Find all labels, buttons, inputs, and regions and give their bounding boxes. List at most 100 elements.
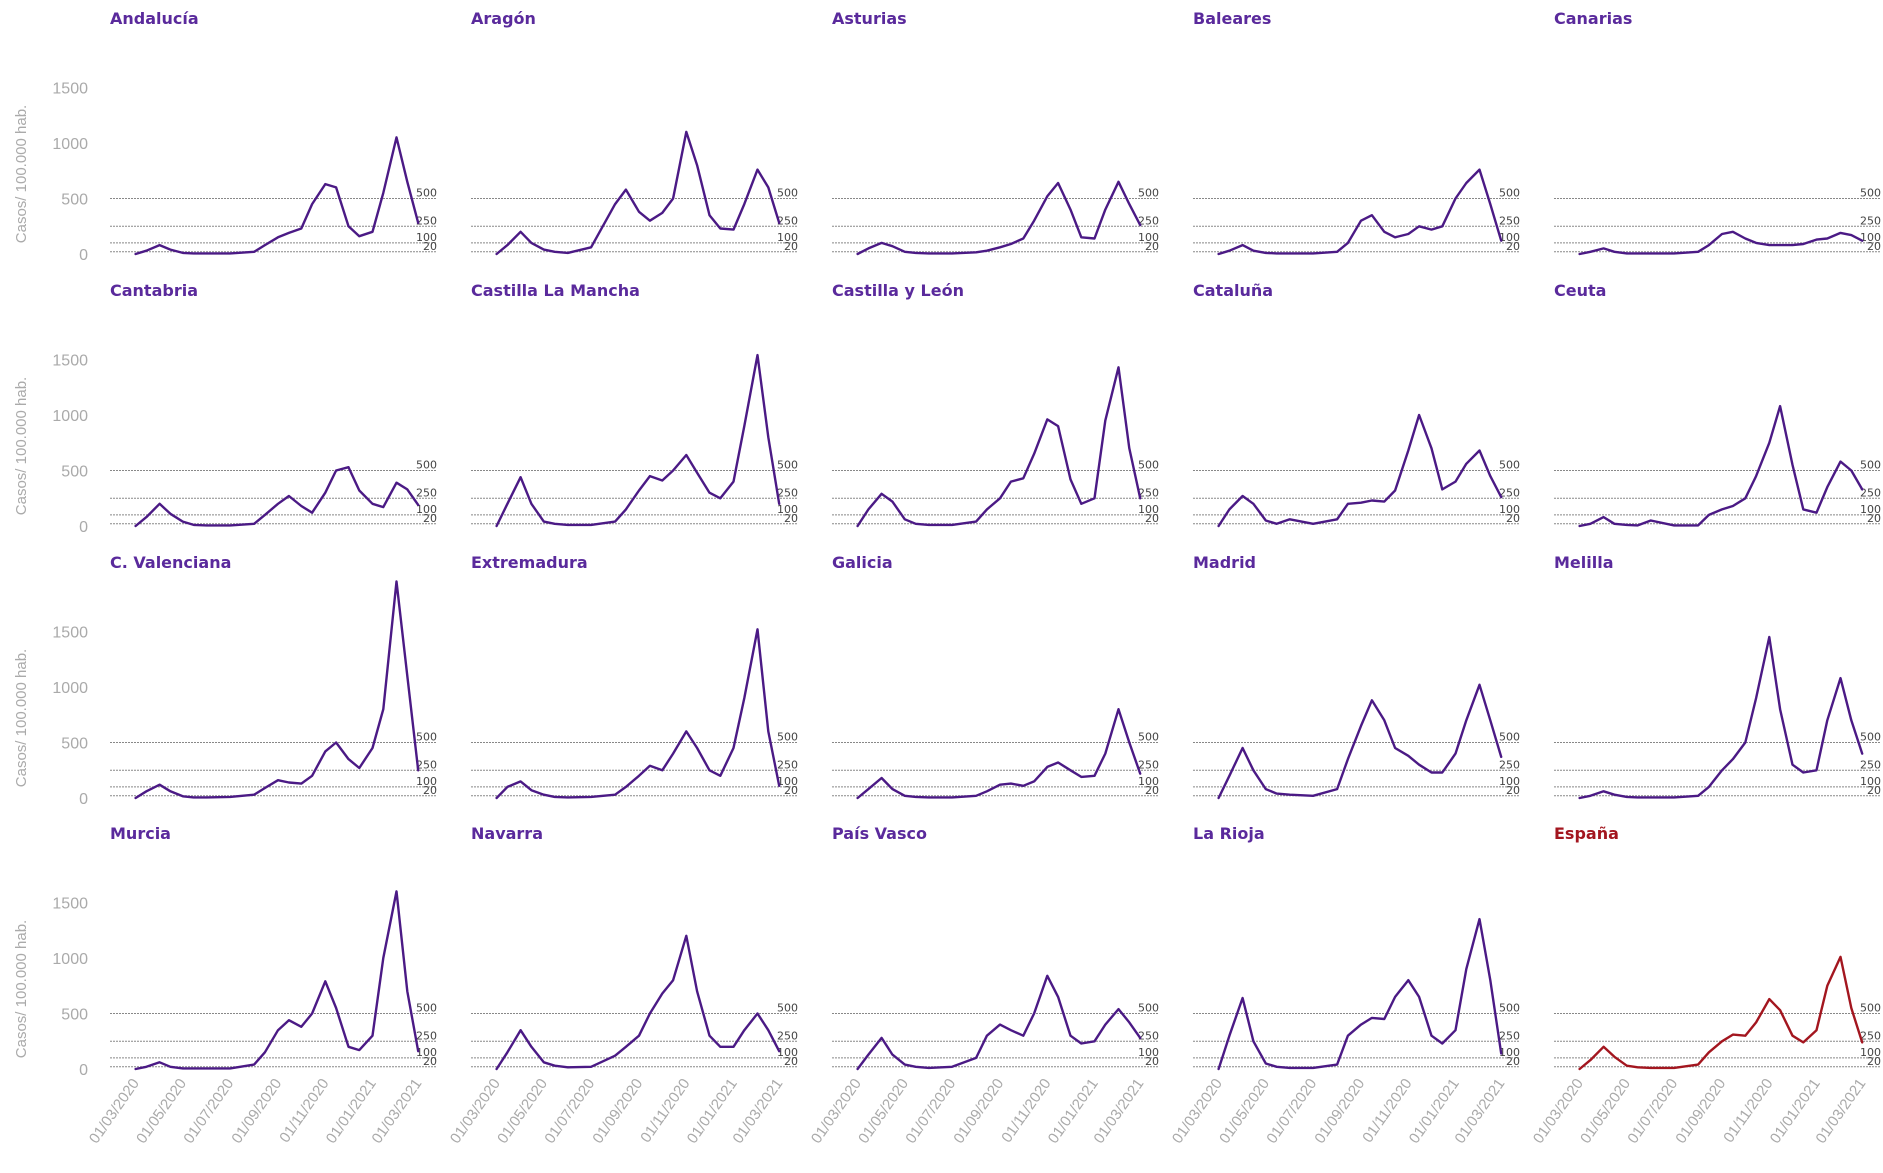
reference-line-label: 100 bbox=[1860, 231, 1881, 244]
panel: País Vasco5002501002001/03/202001/05/202… bbox=[808, 824, 1159, 1147]
panel: Murcia 0 500 1000 1500 Casos/ 100.000 hab. 500… bbox=[13, 824, 437, 1147]
reference-line-label: 250 bbox=[1138, 758, 1159, 771]
series-line bbox=[1578, 955, 1864, 1071]
series-line bbox=[495, 353, 781, 528]
reference-line-label: 250 bbox=[1499, 486, 1520, 499]
reference-line-label: 100 bbox=[1138, 231, 1159, 244]
y-tick-label: 1000 bbox=[52, 408, 88, 425]
reference-line-label: 250 bbox=[777, 486, 798, 499]
reference-line-label: 250 bbox=[777, 214, 798, 227]
y-tick-label: 1000 bbox=[52, 136, 88, 153]
series-line bbox=[1217, 683, 1503, 800]
reference-line-label: 20 bbox=[423, 784, 437, 797]
reference-line-label: 500 bbox=[1499, 1002, 1520, 1015]
series-line bbox=[495, 628, 781, 800]
reference-line-label: 100 bbox=[1138, 775, 1159, 788]
y-axis-label: Casos/ 100.000 hab. bbox=[13, 649, 30, 787]
reference-line-label: 20 bbox=[1145, 240, 1159, 253]
reference-line-label: 500 bbox=[1138, 459, 1159, 472]
reference-line-label: 100 bbox=[1860, 503, 1881, 516]
series-line bbox=[134, 466, 420, 528]
reference-line-label: 20 bbox=[784, 784, 798, 797]
reference-line-label: 500 bbox=[1860, 1002, 1881, 1015]
y-tick-label: 1000 bbox=[52, 951, 88, 968]
panel-title: Melilla bbox=[1554, 553, 1614, 572]
series-line bbox=[856, 180, 1142, 256]
reference-line-label: 500 bbox=[1499, 731, 1520, 744]
reference-line-label: 100 bbox=[1860, 1046, 1881, 1059]
reference-line-label: 500 bbox=[1138, 731, 1159, 744]
reference-line-label: 250 bbox=[777, 758, 798, 771]
reference-line-label: 100 bbox=[777, 1046, 798, 1059]
reference-line-label: 500 bbox=[1138, 187, 1159, 200]
series-line bbox=[1217, 413, 1503, 528]
reference-line-label: 500 bbox=[777, 1002, 798, 1015]
panel-title: Andalucía bbox=[110, 9, 199, 28]
y-tick-label: 1500 bbox=[52, 353, 88, 370]
reference-line-label: 250 bbox=[1860, 1029, 1881, 1042]
reference-line-label: 500 bbox=[1860, 187, 1881, 200]
reference-line-label: 20 bbox=[784, 240, 798, 253]
reference-line-label: 500 bbox=[416, 731, 437, 744]
reference-line-label: 100 bbox=[777, 231, 798, 244]
reference-line-label: 500 bbox=[416, 187, 437, 200]
panel: C. Valenciana 0 500 1000 1500 Casos/ 100.000 … bbox=[13, 553, 437, 808]
panel-title: España bbox=[1554, 824, 1619, 843]
y-tick-label: 1000 bbox=[52, 680, 88, 697]
panel-title: C. Valenciana bbox=[110, 553, 231, 572]
y-tick-label: 500 bbox=[61, 736, 88, 753]
panel-title: Canarias bbox=[1554, 9, 1632, 28]
reference-line-label: 20 bbox=[784, 512, 798, 525]
series-line bbox=[1217, 168, 1503, 256]
panel-title: Galicia bbox=[832, 553, 893, 572]
panel-title: País Vasco bbox=[832, 824, 927, 843]
reference-line-label: 250 bbox=[1138, 214, 1159, 227]
reference-line-label: 250 bbox=[1499, 1029, 1520, 1042]
series-line bbox=[1217, 917, 1503, 1071]
reference-line-label: 20 bbox=[1145, 1055, 1159, 1068]
series-line bbox=[134, 136, 420, 256]
reference-line-label: 500 bbox=[777, 459, 798, 472]
y-tick-label: 1500 bbox=[52, 81, 88, 98]
panel-title: Asturias bbox=[832, 9, 907, 28]
reference-line-label: 20 bbox=[1867, 240, 1881, 253]
reference-line-label: 20 bbox=[1867, 784, 1881, 797]
panel-title: Navarra bbox=[471, 824, 543, 843]
y-tick-label: 1500 bbox=[52, 896, 88, 913]
reference-line-label: 250 bbox=[1138, 1029, 1159, 1042]
reference-line-label: 100 bbox=[1499, 503, 1520, 516]
panel-title: Cataluña bbox=[1193, 281, 1273, 300]
reference-line-label: 100 bbox=[1499, 775, 1520, 788]
reference-line-label: 250 bbox=[1499, 214, 1520, 227]
reference-line-label: 100 bbox=[777, 503, 798, 516]
series-line bbox=[1578, 404, 1864, 528]
reference-line-label: 500 bbox=[1860, 459, 1881, 472]
reference-line-label: 20 bbox=[1506, 240, 1520, 253]
y-tick-label: 0 bbox=[79, 791, 88, 808]
panel-title: Castilla y León bbox=[832, 281, 964, 300]
reference-line-label: 100 bbox=[1138, 1046, 1159, 1059]
panel-title: Ceuta bbox=[1554, 281, 1606, 300]
panel: España5002501002001/03/202001/05/202001/… bbox=[1530, 824, 1881, 1147]
y-tick-label: 0 bbox=[79, 1062, 88, 1079]
reference-line-label: 500 bbox=[777, 187, 798, 200]
y-axis-label: Casos/ 100.000 hab. bbox=[13, 920, 30, 1058]
y-tick-label: 500 bbox=[61, 192, 88, 209]
series-line bbox=[495, 130, 781, 256]
reference-line-label: 250 bbox=[777, 1029, 798, 1042]
reference-line-label: 500 bbox=[1860, 731, 1881, 744]
reference-line-label: 100 bbox=[1499, 231, 1520, 244]
reference-line-label: 100 bbox=[777, 775, 798, 788]
y-tick-label: 500 bbox=[61, 464, 88, 481]
reference-line-label: 100 bbox=[416, 1046, 437, 1059]
reference-line-label: 100 bbox=[1138, 503, 1159, 516]
reference-line-label: 250 bbox=[1499, 758, 1520, 771]
